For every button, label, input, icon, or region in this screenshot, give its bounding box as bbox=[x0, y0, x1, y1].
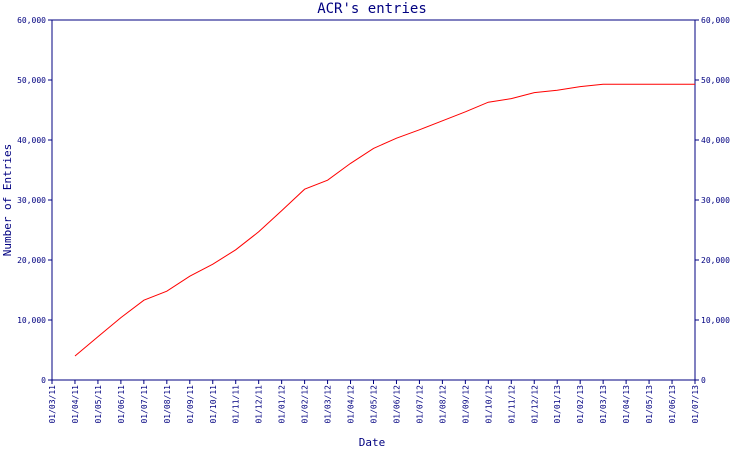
y-tick-label-left: 60,000 bbox=[17, 16, 46, 25]
series-line-entries bbox=[74, 83, 695, 357]
x-tick-label: 01/01/12 bbox=[278, 385, 287, 424]
y-axis-ticks: 0 0 10,000 10,000 20,000 20,000 30,000 30,000 40… bbox=[17, 16, 730, 385]
x-tick-label: 01/07/11 bbox=[140, 385, 149, 424]
x-tick-label: 01/12/11 bbox=[255, 385, 264, 424]
x-tick-label: 01/02/12 bbox=[301, 385, 310, 424]
x-tick-label: 01/05/12 bbox=[370, 385, 379, 424]
x-tick-label: 01/01/13 bbox=[553, 385, 562, 424]
y-tick-label-left: 0 bbox=[41, 376, 46, 385]
plot-frame bbox=[51, 19, 696, 381]
x-tick-label: 01/10/12 bbox=[484, 385, 493, 424]
y-tick-label-left: 10,000 bbox=[17, 316, 46, 325]
x-tick-label: 01/11/11 bbox=[232, 385, 241, 424]
x-tick-label: 01/03/11 bbox=[48, 385, 57, 424]
x-tick-label: 01/12/12 bbox=[530, 385, 539, 424]
y-tick-label-right: 30,000 bbox=[701, 196, 730, 205]
x-tick-label: 01/08/12 bbox=[438, 385, 447, 424]
x-tick-label: 01/04/12 bbox=[347, 385, 356, 424]
x-axis-title: Date bbox=[359, 436, 386, 449]
y-tick-label-right: 10,000 bbox=[701, 316, 730, 325]
y-tick-label-left: 20,000 bbox=[17, 256, 46, 265]
y-tick-label-left: 30,000 bbox=[17, 196, 46, 205]
y-tick-label-right: 0 bbox=[701, 376, 706, 385]
x-tick-label: 01/06/13 bbox=[668, 385, 677, 424]
x-axis-ticks: 01/03/11 01/04/11 01/05/11 01/06/11 01/07/11… bbox=[48, 380, 700, 424]
x-tick-label: 01/10/11 bbox=[209, 385, 218, 424]
y-tick-label-right: 40,000 bbox=[701, 136, 730, 145]
y-tick-label-right: 60,000 bbox=[701, 16, 730, 25]
x-tick-label: 01/09/12 bbox=[461, 385, 470, 424]
y-tick-label-right: 20,000 bbox=[701, 256, 730, 265]
x-tick-label: 01/03/13 bbox=[599, 385, 608, 424]
x-tick-label: 01/05/11 bbox=[94, 385, 103, 424]
x-tick-label: 01/03/12 bbox=[324, 385, 333, 424]
x-tick-label: 01/06/11 bbox=[117, 385, 126, 424]
x-tick-label: 01/07/13 bbox=[691, 385, 700, 424]
chart-title: ACR's entries bbox=[317, 1, 427, 17]
x-tick-label: 01/06/12 bbox=[392, 385, 401, 424]
x-tick-label: 01/09/11 bbox=[186, 385, 195, 424]
x-tick-label: 01/05/13 bbox=[645, 385, 654, 424]
x-tick-label: 01/07/12 bbox=[415, 385, 424, 424]
y-axis-title: Number of Entries bbox=[1, 144, 14, 257]
y-tick-label-left: 40,000 bbox=[17, 136, 46, 145]
x-tick-label: 01/08/11 bbox=[163, 385, 172, 424]
y-tick-label-left: 50,000 bbox=[17, 76, 46, 85]
x-tick-label: 01/02/13 bbox=[576, 385, 585, 424]
x-tick-label: 01/04/11 bbox=[71, 385, 80, 424]
x-tick-label: 01/11/12 bbox=[507, 385, 516, 424]
x-tick-label: 01/04/13 bbox=[622, 385, 631, 424]
y-tick-label-right: 50,000 bbox=[701, 76, 730, 85]
